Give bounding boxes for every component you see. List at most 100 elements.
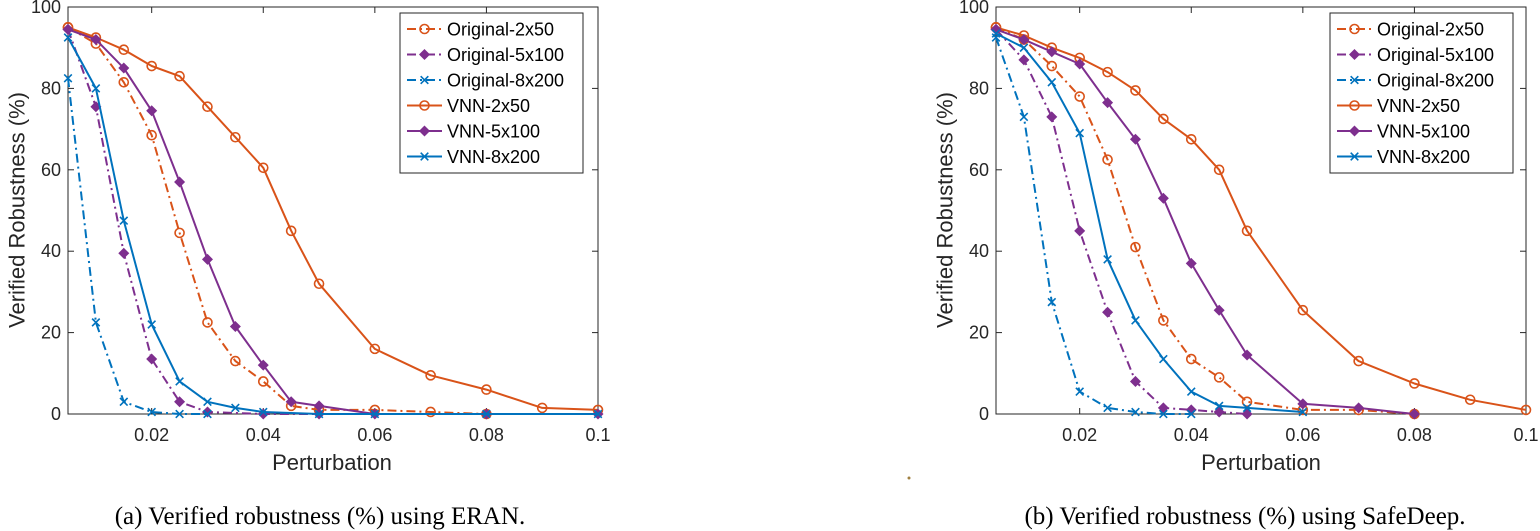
legend-swatch-marker (420, 75, 429, 85)
data-point (1131, 407, 1140, 417)
legend-entry-label: VNN-8x200 (447, 147, 540, 167)
data-point (119, 397, 129, 407)
x-axis-label: Perturbation (1201, 450, 1321, 475)
data-point (63, 33, 73, 42)
data-point (201, 406, 213, 418)
y-tick-label: 60 (969, 160, 989, 180)
data-point (1075, 128, 1085, 138)
data-point (1158, 315, 1169, 326)
data-point (314, 409, 324, 419)
data-point (1046, 60, 1058, 72)
data-point (91, 84, 101, 93)
data-point (147, 407, 157, 417)
data-point (118, 76, 130, 88)
data-point (370, 409, 380, 419)
data-point (62, 23, 74, 35)
data-point (1018, 34, 1030, 46)
data-point (175, 377, 184, 386)
data-point (257, 359, 269, 371)
chart-panel-eran: 0 20 40 60 80 100 0.02 0.04 0.06 0.08 0.1 Perturbat… (5, 0, 611, 530)
legend-entry-label: VNN-2x50 (1377, 96, 1460, 116)
data-point (425, 370, 436, 381)
data-point (1158, 113, 1169, 125)
data-point (1019, 43, 1029, 53)
data-point (1185, 257, 1197, 269)
legend-swatch-marker (418, 48, 431, 61)
series-line (67, 37, 598, 415)
data-point (1213, 372, 1225, 383)
data-point (1131, 316, 1140, 325)
data-point (369, 343, 381, 355)
data-point (482, 409, 491, 419)
data-point (1159, 354, 1168, 364)
data-point (147, 320, 157, 329)
data-point (1241, 408, 1253, 420)
legend-swatch-marker (1348, 48, 1361, 61)
x-tick-label: 0.02 (1062, 425, 1097, 445)
legend-entry-label: VNN-5x100 (447, 122, 540, 142)
y-tick-label: 0 (51, 404, 61, 424)
legend: Original-2x50 Original-5x100 Original-8x20… (399, 12, 584, 174)
x-tick-label: 0.04 (1174, 425, 1209, 445)
data-point (1353, 402, 1365, 414)
data-point (1102, 154, 1113, 165)
chart-panel-safedeep: 0 20 40 60 80 100 0.02 0.04 0.06 0.08 0.1 Perturbat… (933, 0, 1539, 530)
data-point (230, 355, 241, 367)
y-tick-label: 80 (969, 78, 989, 98)
data-point (1129, 375, 1141, 387)
data-point (1130, 241, 1141, 253)
data-point (202, 101, 213, 113)
data-point (1074, 225, 1086, 237)
y-tick-label: 40 (41, 241, 61, 261)
data-point (1520, 404, 1532, 416)
data-point (991, 29, 1001, 38)
series-line (995, 26, 1415, 415)
legend-entry-label: Original-2x50 (1377, 20, 1484, 40)
legend-box (399, 12, 584, 174)
data-point (1241, 225, 1253, 237)
legend-entry-label: VNN-5x100 (1377, 122, 1470, 142)
data-point (313, 278, 325, 290)
x-tick-label: 0.06 (1285, 425, 1320, 445)
data-point (1129, 133, 1141, 145)
series-original-8x200 (63, 73, 212, 419)
y-axis-label: Verified Robustness (%) (5, 92, 30, 328)
legend-swatch-marker (1350, 75, 1359, 85)
data-point (146, 129, 157, 141)
series-vnn-5x100 (990, 23, 1420, 420)
legend-entry-label: Original-8x200 (447, 71, 564, 91)
x-axis-label: Perturbation (272, 450, 392, 475)
y-tick-label: 60 (41, 160, 61, 180)
legend-swatch-marker (419, 100, 430, 111)
x-tick-label: 0.08 (1397, 425, 1432, 445)
data-point (231, 403, 240, 413)
data-point (90, 34, 102, 46)
data-point (1102, 66, 1113, 78)
figure-caption: (b) Verified robustness (%) using SafeDe… (1024, 503, 1465, 530)
data-point (1102, 97, 1114, 109)
series-original-5x100 (990, 23, 1253, 420)
data-point (481, 384, 492, 395)
data-point (1074, 91, 1085, 102)
data-point (146, 353, 158, 365)
series-vnn-8x200 (63, 33, 603, 419)
data-point (1103, 403, 1112, 413)
data-point (313, 400, 325, 412)
legend-swatch-marker (1348, 125, 1361, 137)
data-point (593, 409, 603, 419)
data-point (174, 70, 185, 82)
data-point (118, 247, 130, 259)
data-point (203, 397, 212, 407)
y-axis-label: Verified Robustness (%) (933, 92, 958, 328)
data-point (1297, 304, 1309, 316)
x-tick-label: 0.04 (246, 425, 281, 445)
series-vnn-2x50 (62, 22, 604, 416)
data-point (1185, 353, 1197, 365)
data-point (1185, 133, 1197, 145)
series-vnn-2x50 (990, 22, 1532, 416)
axes-box (995, 6, 1527, 415)
data-point (257, 162, 269, 174)
series-line (995, 28, 1248, 415)
data-point (425, 406, 436, 418)
